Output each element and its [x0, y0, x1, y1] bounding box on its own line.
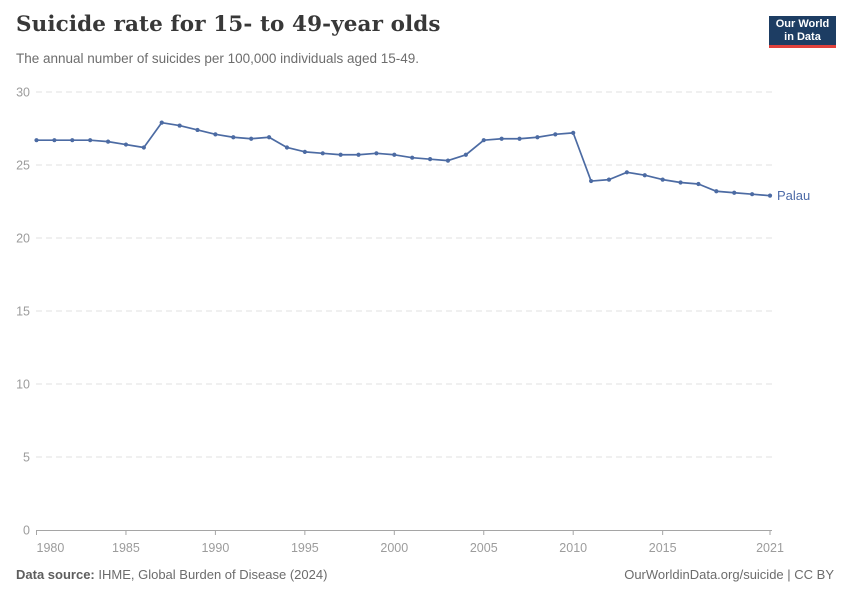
data-point[interactable] [70, 138, 75, 143]
x-tick-label: 2015 [649, 541, 677, 555]
data-point[interactable] [266, 135, 272, 140]
y-tick-label: 5 [23, 451, 30, 465]
data-point[interactable] [302, 149, 307, 154]
data-point[interactable] [374, 151, 379, 156]
data-point[interactable] [213, 132, 218, 137]
x-tick-label: 2021 [756, 541, 784, 555]
y-tick-label: 30 [16, 86, 30, 100]
data-point[interactable] [606, 177, 612, 182]
data-point[interactable] [410, 155, 415, 160]
x-tick-label: 1985 [112, 541, 140, 555]
x-tick-label: 2010 [559, 541, 587, 555]
series-label-palau[interactable]: Palau [777, 188, 810, 203]
y-tick-label: 15 [16, 305, 30, 319]
data-source-label: Data source: [16, 567, 95, 582]
data-point[interactable] [732, 190, 737, 195]
owid-logo-line2: in Data [784, 30, 821, 43]
data-point[interactable] [392, 152, 397, 157]
owid-logo-line1: Our World [775, 18, 830, 30]
data-point[interactable] [445, 158, 451, 163]
data-point[interactable] [34, 138, 39, 143]
data-point[interactable] [231, 135, 236, 140]
attribution-link[interactable]: OurWorldinData.org/suicide | CC BY [624, 567, 834, 582]
data-point[interactable] [571, 130, 576, 135]
data-point[interactable] [642, 173, 647, 178]
data-point[interactable] [249, 136, 254, 141]
data-point[interactable] [88, 138, 93, 143]
data-source-value: IHME, Global Burden of Disease (2024) [94, 567, 328, 582]
data-point[interactable] [320, 151, 325, 156]
data-point[interactable] [463, 152, 468, 157]
data-point[interactable] [660, 177, 665, 182]
owid-logo[interactable]: Our World in Data [769, 16, 836, 48]
page-title: Suicide rate for 15- to 49-year olds [16, 12, 441, 37]
data-point[interactable] [52, 138, 57, 143]
data-point[interactable] [105, 139, 111, 144]
x-tick-label: 2000 [380, 541, 408, 555]
data-point[interactable] [624, 170, 629, 175]
x-tick-label: 1990 [201, 541, 229, 555]
data-point[interactable] [714, 189, 719, 194]
data-point[interactable] [195, 127, 200, 133]
data-point[interactable] [750, 192, 755, 197]
data-point[interactable] [553, 132, 558, 137]
x-tick-label: 1980 [37, 541, 65, 555]
x-tick-label: 2005 [470, 541, 498, 555]
x-tick-label: 1995 [291, 541, 319, 555]
data-point[interactable] [338, 152, 343, 157]
data-point[interactable] [535, 135, 540, 140]
data-point[interactable] [678, 180, 683, 185]
data-line-palau[interactable] [35, 121, 771, 197]
data-point[interactable] [159, 120, 164, 125]
y-tick-label: 10 [16, 378, 30, 392]
data-point[interactable] [517, 136, 522, 141]
chart-footer: Data source: IHME, Global Burden of Dise… [16, 567, 834, 582]
data-point[interactable] [588, 178, 594, 184]
page-subtitle: The annual number of suicides per 100,00… [16, 51, 420, 66]
data-point[interactable] [767, 193, 773, 198]
data-source: Data source: IHME, Global Burden of Dise… [16, 567, 327, 582]
data-point[interactable] [481, 138, 486, 143]
data-point[interactable] [499, 136, 504, 141]
data-point[interactable] [123, 142, 129, 147]
y-tick-label: 0 [23, 524, 30, 538]
data-point[interactable] [356, 152, 361, 157]
data-point[interactable] [141, 145, 146, 150]
data-point[interactable] [284, 145, 290, 150]
data-point[interactable] [427, 157, 433, 162]
y-tick-label: 20 [16, 232, 30, 246]
data-point[interactable] [696, 181, 701, 187]
y-tick-label: 25 [16, 159, 30, 173]
data-point[interactable] [177, 123, 182, 128]
